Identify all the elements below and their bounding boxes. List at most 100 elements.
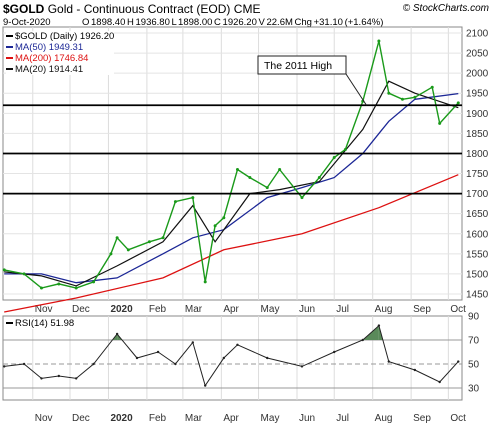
instrument-name: Gold - Continuous Contract (EOD) bbox=[47, 2, 231, 16]
y-tick-label: 1900 bbox=[466, 109, 489, 120]
rsi-point bbox=[57, 374, 61, 378]
price-point bbox=[213, 224, 217, 228]
price-point bbox=[74, 286, 78, 290]
rsi-x-tick-label: Aug bbox=[375, 413, 393, 424]
x-tick-label: Dec bbox=[72, 304, 90, 315]
rsi-x-tick-label: Mar bbox=[185, 413, 203, 424]
rsi-x-tick-label: Oct bbox=[450, 413, 466, 424]
price-point bbox=[161, 236, 165, 240]
rsi-legend-swatch bbox=[6, 322, 13, 325]
rsi-point bbox=[156, 350, 160, 354]
rsi-point bbox=[22, 362, 26, 366]
price-legend: $GOLD (Daily) 1926.20 MA(50) 1949.31 MA(… bbox=[6, 31, 115, 75]
price-point bbox=[92, 280, 96, 284]
legend-price-label: $GOLD (Daily) 1926.20 bbox=[15, 31, 115, 42]
y-tick-label: 1550 bbox=[466, 249, 489, 260]
price-point bbox=[456, 101, 460, 105]
rsi-x-tick-label: Nov bbox=[35, 413, 53, 424]
rsi-x-tick-label: Jun bbox=[299, 413, 315, 424]
y-tick-label: 1700 bbox=[466, 189, 489, 200]
rsi-point bbox=[387, 360, 391, 363]
price-point bbox=[109, 252, 113, 256]
rsi-point bbox=[266, 356, 269, 360]
rsi-point bbox=[135, 356, 139, 360]
x-tick-label: Jun bbox=[299, 304, 315, 315]
price-point bbox=[332, 155, 336, 159]
x-tick-label: 2020 bbox=[110, 304, 133, 315]
price-point bbox=[248, 176, 252, 180]
price-point bbox=[278, 168, 282, 172]
price-point bbox=[2, 268, 6, 272]
rsi-y-tick-label: 70 bbox=[468, 336, 480, 347]
price-point bbox=[57, 282, 61, 286]
price-point bbox=[387, 91, 391, 95]
legend-ma20-label: MA(20) 1914.41 bbox=[15, 64, 84, 75]
rsi-x-tick-label: Sep bbox=[413, 413, 431, 424]
price-point bbox=[147, 240, 151, 244]
rsi-point bbox=[115, 332, 119, 336]
legend-ma50: MA(50) 1949.31 bbox=[6, 42, 114, 53]
price-point bbox=[413, 95, 417, 99]
rsi-panel-frame bbox=[2, 315, 463, 401]
rsi-point bbox=[413, 368, 417, 372]
legend-ma20-swatch bbox=[6, 68, 13, 71]
rsi-x-tick-label: May bbox=[261, 413, 280, 424]
annotation-leader bbox=[345, 73, 367, 106]
rsi-point bbox=[74, 377, 78, 380]
price-point bbox=[377, 39, 381, 43]
rsi-point bbox=[40, 377, 43, 380]
price-point bbox=[235, 168, 239, 172]
symbol: $GOLD bbox=[3, 2, 45, 16]
price-point bbox=[317, 176, 321, 180]
rsi-point bbox=[222, 356, 226, 360]
y-tick-label: 1500 bbox=[466, 269, 489, 280]
y-tick-label: 1950 bbox=[466, 89, 489, 100]
legend-ma50-label: MA(50) 1949.31 bbox=[15, 42, 84, 53]
date-label: 9-Oct-2020 bbox=[3, 17, 51, 28]
price-point bbox=[115, 236, 119, 240]
legend-price: $GOLD (Daily) 1926.20 bbox=[6, 31, 114, 42]
x-tick-label: Feb bbox=[149, 304, 167, 315]
exchange: CME bbox=[233, 2, 261, 16]
price-point bbox=[39, 286, 43, 290]
x-tick-label: Aug bbox=[375, 304, 393, 315]
rsi-y-tick-label: 90 bbox=[468, 312, 480, 323]
x-tick-label: Mar bbox=[185, 304, 203, 315]
price-point bbox=[343, 147, 347, 151]
rsi-legend: RSI(14) 51.98 bbox=[6, 318, 75, 329]
rsi-point bbox=[300, 365, 304, 368]
legend-ma50-swatch bbox=[6, 46, 13, 49]
y-tick-label: 2000 bbox=[466, 69, 489, 80]
rsi-y-tick-label: 30 bbox=[468, 384, 480, 395]
x-tick-label: Apr bbox=[223, 304, 239, 315]
rsi-y-tick-label: 50 bbox=[468, 360, 480, 371]
legend-ma200-label: MA(200) 1746.84 bbox=[15, 53, 89, 64]
price-point bbox=[126, 248, 130, 252]
rsi-point bbox=[92, 362, 95, 366]
annotation-box bbox=[257, 55, 347, 75]
price-point bbox=[265, 186, 269, 190]
copyright-watermark: © StockCharts.com bbox=[402, 3, 489, 14]
price-point bbox=[300, 196, 304, 200]
x-tick-label: May bbox=[261, 304, 280, 315]
legend-ma200: MA(200) 1746.84 bbox=[6, 53, 114, 64]
rsi-point bbox=[361, 338, 364, 342]
price-point bbox=[173, 200, 177, 204]
annotation-label: The 2011 High bbox=[264, 60, 332, 72]
rsi-x-tick-label: Apr bbox=[223, 413, 239, 424]
rsi-legend-label: RSI(14) 51.98 bbox=[15, 318, 75, 329]
quote-line: O 1898.40 H 1936.80 L 1898.00 C 1926.20 … bbox=[82, 17, 384, 28]
rsi-point bbox=[236, 343, 239, 346]
ma200-line bbox=[4, 174, 459, 313]
rsi-point bbox=[204, 384, 207, 387]
y-tick-label: 2050 bbox=[466, 49, 489, 60]
rsi-x-tick-label: 2020 bbox=[110, 413, 133, 424]
x-tick-label: Nov bbox=[35, 304, 53, 315]
y-tick-label: 1800 bbox=[466, 149, 489, 160]
price-point bbox=[438, 121, 442, 125]
price-point bbox=[400, 97, 404, 101]
y-tick-label: 1600 bbox=[466, 229, 489, 240]
legend-ma20: MA(20) 1914.41 bbox=[6, 64, 114, 75]
y-tick-label: 1650 bbox=[466, 209, 489, 220]
